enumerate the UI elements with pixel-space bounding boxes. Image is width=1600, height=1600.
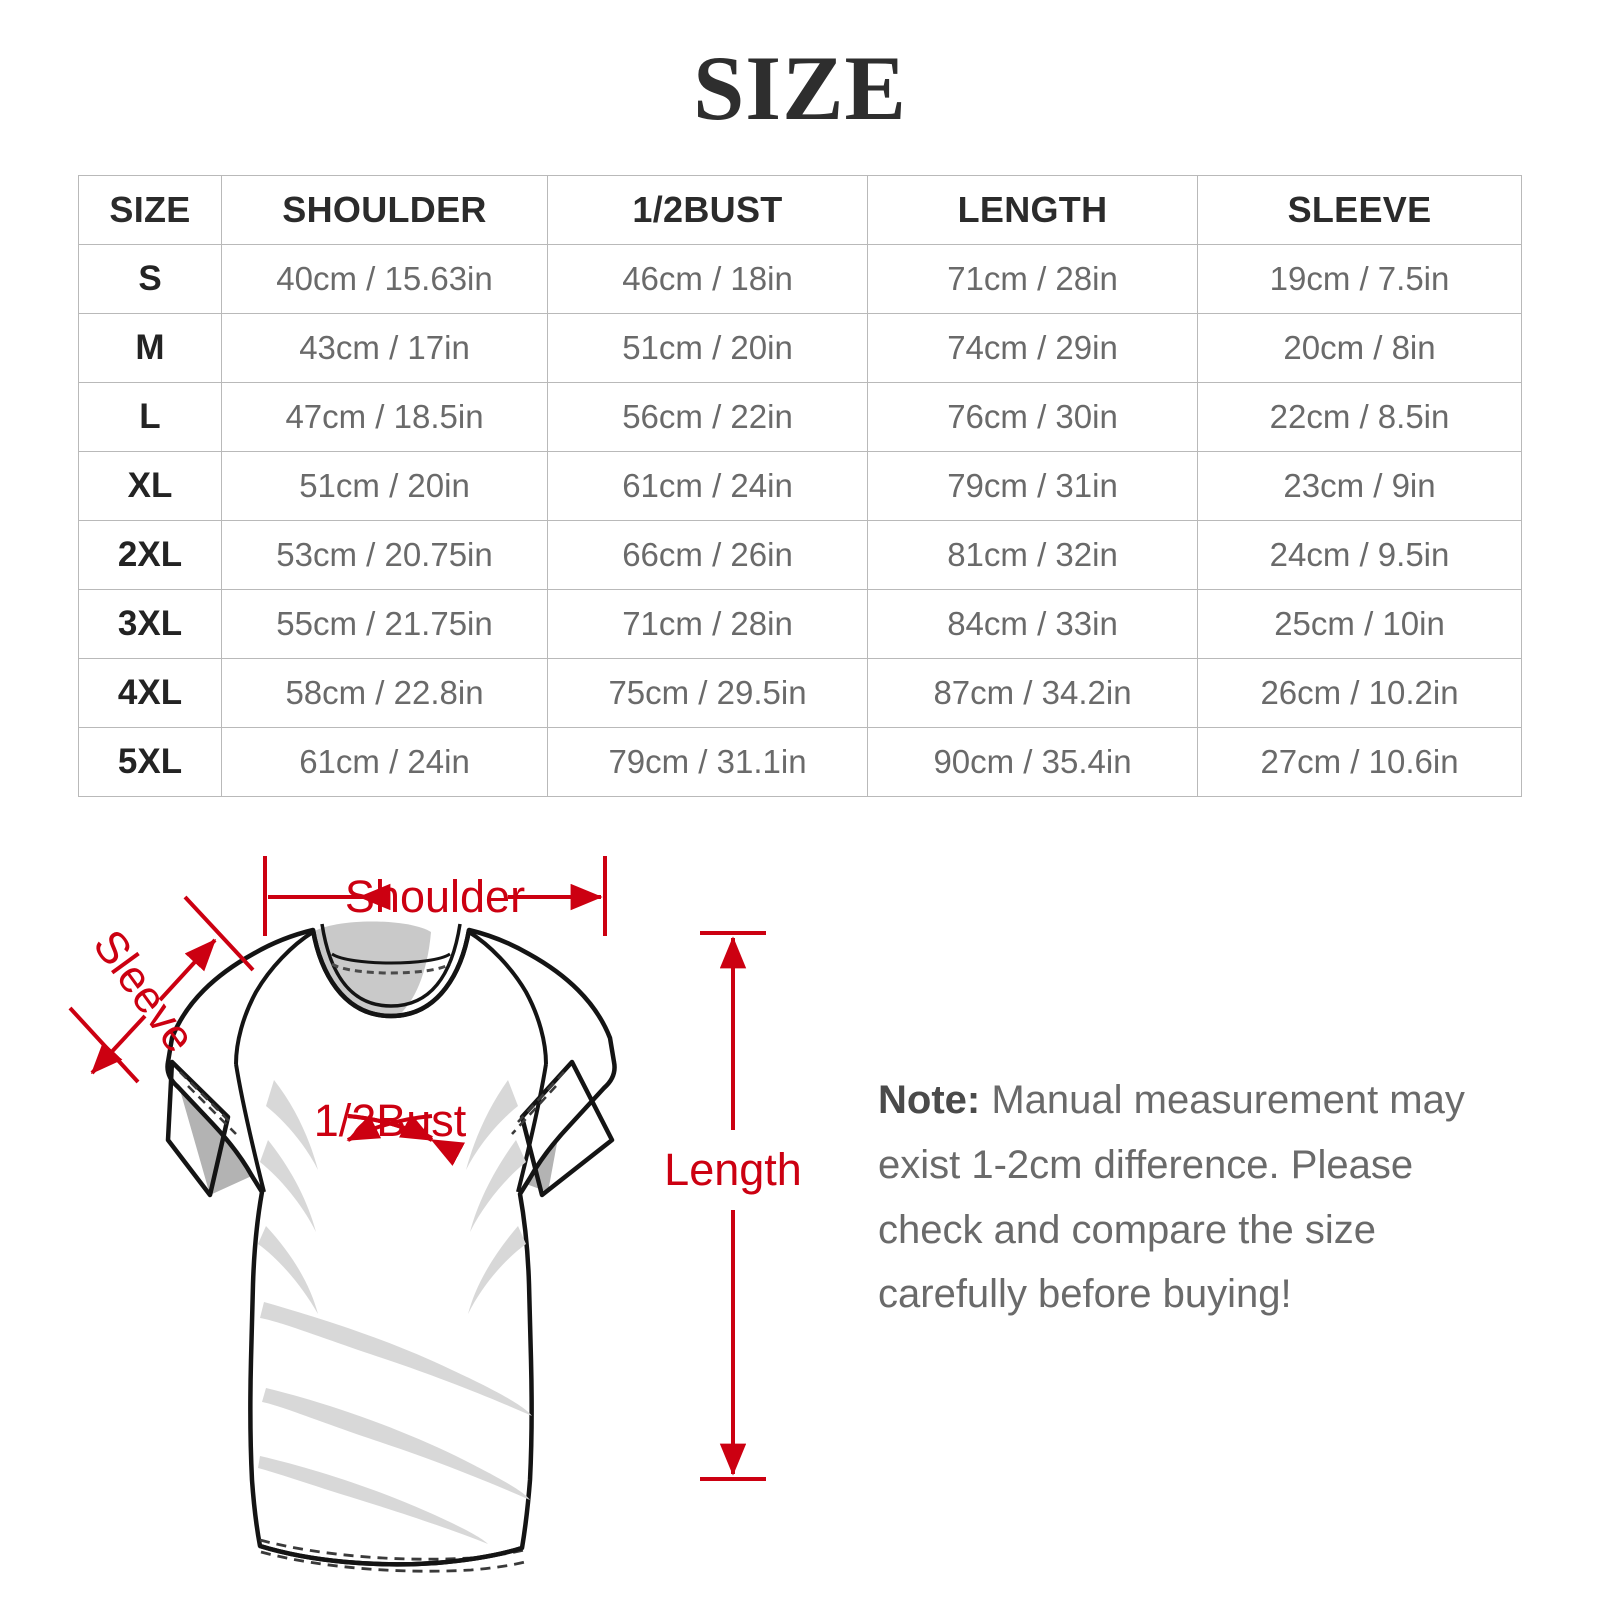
table-row: 3XL 55cm / 21.75in 71cm / 28in 84cm / 33… (78, 589, 1522, 659)
shoulder-dimension-arrow (263, 856, 607, 936)
table-row: S 40cm / 15.63in 46cm / 18in 71cm / 28in… (78, 244, 1522, 314)
table-header-row: SIZE SHOULDER 1/2BUST LENGTH SLEEVE (78, 175, 1522, 245)
cell-sleeve: 27cm / 10.6in (1197, 727, 1522, 797)
measurement-annotations-overlay: Shoulder Sleeve 1/2Bust Length (68, 856, 802, 1481)
cell-half-bust: 79cm / 31.1in (547, 727, 868, 797)
cell-size: 5XL (78, 727, 222, 797)
table-row: 5XL 61cm / 24in 79cm / 31.1in 90cm / 35.… (78, 727, 1522, 797)
shoulder-label: Shoulder (345, 871, 525, 922)
cell-shoulder: 61cm / 24in (221, 727, 548, 797)
cell-sleeve: 22cm / 8.5in (1197, 382, 1522, 452)
tshirt-measurement-diagram: Shoulder Sleeve 1/2Bust Length (0, 840, 1600, 1600)
cell-shoulder: 47cm / 18.5in (221, 382, 548, 452)
cell-half-bust: 66cm / 26in (547, 520, 868, 590)
cell-sleeve: 23cm / 9in (1197, 451, 1522, 521)
cell-half-bust: 71cm / 28in (547, 589, 868, 659)
half-bust-label: 1/2Bust (314, 1095, 467, 1146)
cell-size: S (78, 244, 222, 314)
cell-length: 74cm / 29in (867, 313, 1198, 383)
cell-length: 81cm / 32in (867, 520, 1198, 590)
cell-length: 90cm / 35.4in (867, 727, 1198, 797)
cell-sleeve: 25cm / 10in (1197, 589, 1522, 659)
cell-size: 4XL (78, 658, 222, 728)
cell-size: M (78, 313, 222, 383)
size-chart-table: SIZE SHOULDER 1/2BUST LENGTH SLEEVE S 40… (78, 175, 1522, 797)
cell-shoulder: 40cm / 15.63in (221, 244, 548, 314)
cell-half-bust: 75cm / 29.5in (547, 658, 868, 728)
sleeve-dimension-arrow (68, 895, 255, 1084)
cell-half-bust: 56cm / 22in (547, 382, 868, 452)
length-dimension-arrow (700, 931, 766, 1481)
table-row: 4XL 58cm / 22.8in 75cm / 29.5in 87cm / 3… (78, 658, 1522, 728)
half-bust-dimension-arrow (346, 1114, 466, 1166)
cell-length: 87cm / 34.2in (867, 658, 1198, 728)
cell-sleeve: 19cm / 7.5in (1197, 244, 1522, 314)
table-row: 2XL 53cm / 20.75in 66cm / 26in 81cm / 32… (78, 520, 1522, 590)
cell-size: XL (78, 451, 222, 521)
length-label: Length (664, 1144, 802, 1195)
tshirt-illustration (165, 921, 617, 1573)
column-header-half-bust: 1/2BUST (547, 175, 868, 245)
note-text: Manual measurement may exist 1-2cm diffe… (878, 1078, 1465, 1317)
cell-sleeve: 24cm / 9.5in (1197, 520, 1522, 590)
cell-half-bust: 51cm / 20in (547, 313, 868, 383)
column-header-sleeve: SLEEVE (1197, 175, 1522, 245)
cell-sleeve: 26cm / 10.2in (1197, 658, 1522, 728)
size-chart-table-container: SIZE SHOULDER 1/2BUST LENGTH SLEEVE S 40… (78, 175, 1522, 797)
cell-length: 79cm / 31in (867, 451, 1198, 521)
cell-half-bust: 46cm / 18in (547, 244, 868, 314)
cell-sleeve: 20cm / 8in (1197, 313, 1522, 383)
column-header-size: SIZE (78, 175, 222, 245)
cell-half-bust: 61cm / 24in (547, 451, 868, 521)
cell-shoulder: 53cm / 20.75in (221, 520, 548, 590)
measurement-note: Note: Manual measurement may exist 1-2cm… (878, 1068, 1478, 1327)
column-header-shoulder: SHOULDER (221, 175, 548, 245)
page-title: SIZE (693, 37, 907, 139)
cell-length: 76cm / 30in (867, 382, 1198, 452)
table-row: L 47cm / 18.5in 56cm / 22in 76cm / 30in … (78, 382, 1522, 452)
cell-shoulder: 51cm / 20in (221, 451, 548, 521)
cell-shoulder: 55cm / 21.75in (221, 589, 548, 659)
cell-size: 2XL (78, 520, 222, 590)
table-row: M 43cm / 17in 51cm / 20in 74cm / 29in 20… (78, 313, 1522, 383)
column-header-length: LENGTH (867, 175, 1198, 245)
cell-shoulder: 43cm / 17in (221, 313, 548, 383)
table-row: XL 51cm / 20in 61cm / 24in 79cm / 31in 2… (78, 451, 1522, 521)
cell-length: 71cm / 28in (867, 244, 1198, 314)
cell-size: L (78, 382, 222, 452)
note-label: Note: (878, 1078, 981, 1122)
cell-size: 3XL (78, 589, 222, 659)
cell-shoulder: 58cm / 22.8in (221, 658, 548, 728)
cell-length: 84cm / 33in (867, 589, 1198, 659)
